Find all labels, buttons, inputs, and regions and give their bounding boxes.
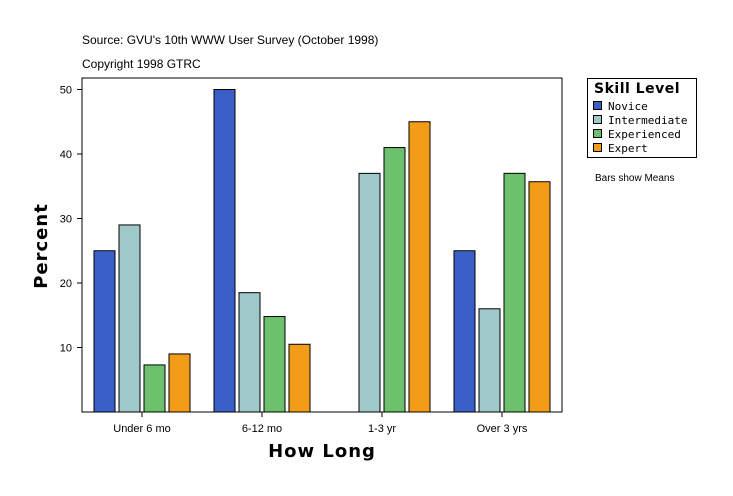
y-tick-label-20: 20	[60, 278, 72, 290]
legend-swatch-experienced	[593, 129, 602, 138]
bars	[93, 89, 551, 413]
bar-experienced-2	[383, 147, 406, 413]
bar-expert-1	[288, 343, 311, 413]
y-axis: 10 20 30 40 50	[60, 85, 82, 355]
y-tick-label-10: 10	[60, 343, 72, 355]
legend: Skill Level Novice Intermediate Experien…	[587, 78, 697, 158]
bar-intermediate-3	[478, 308, 501, 413]
legend-swatch-novice	[593, 101, 602, 110]
bar-intermediate-1	[238, 292, 261, 413]
x-tick-label-1: 6-12 mo	[242, 423, 282, 435]
bars-note: Bars show Means	[595, 173, 675, 184]
x-axis-label: How Long	[268, 441, 376, 462]
bar-intermediate-0	[118, 224, 141, 413]
bar-novice-1	[213, 89, 236, 413]
legend-label-intermediate: Intermediate	[608, 114, 688, 127]
legend-label-expert: Expert	[608, 142, 648, 155]
chart-source: Source: GVU's 10th WWW User Survey (Octo…	[82, 33, 379, 47]
x-axis: Under 6 mo 6-12 mo 1-3 yr Over 3 yrs	[113, 412, 528, 435]
y-tick-label-50: 50	[60, 85, 72, 97]
y-tick-label-30: 30	[60, 214, 72, 226]
y-tick-label-40: 40	[60, 149, 72, 161]
x-tick-label-2: 1-3 yr	[368, 423, 396, 435]
bar-experienced-0	[143, 364, 166, 413]
legend-title: Skill Level	[594, 81, 680, 97]
y-axis-label: Percent	[31, 203, 52, 289]
bar-experienced-3	[503, 172, 526, 413]
bar-novice-3	[453, 250, 476, 413]
bar-experienced-1	[263, 316, 286, 413]
bar-expert-2	[408, 121, 431, 413]
x-tick-label-3: Over 3 yrs	[477, 423, 528, 435]
chart-copyright: Copyright 1998 GTRC	[82, 57, 201, 71]
bar-expert-3	[528, 181, 551, 413]
x-tick-label-0: Under 6 mo	[113, 423, 170, 435]
legend-swatch-expert	[593, 143, 602, 152]
bar-intermediate-2	[358, 172, 381, 413]
legend-swatch-intermediate	[593, 115, 602, 124]
legend-label-novice: Novice	[608, 100, 648, 113]
legend-label-experienced: Experienced	[608, 128, 681, 141]
bar-expert-0	[168, 353, 191, 413]
bar-novice-0	[93, 250, 116, 413]
